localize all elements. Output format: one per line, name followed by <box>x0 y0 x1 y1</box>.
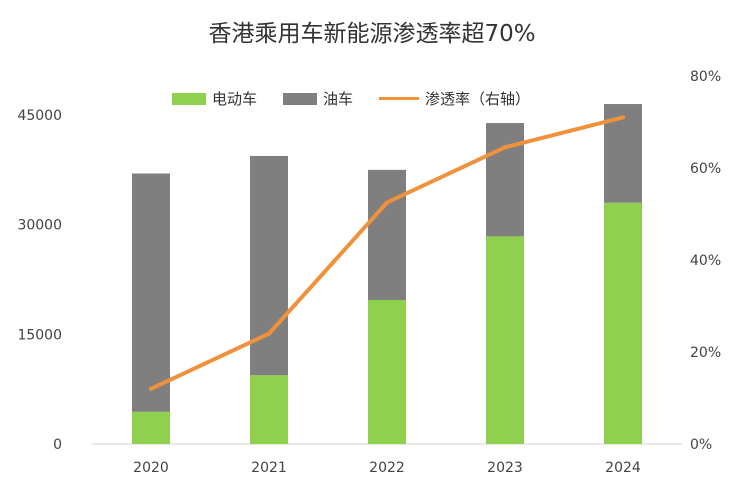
penetration-rate-point <box>267 331 271 336</box>
bar-ev-2024 <box>604 202 642 444</box>
x-axis-tick-label: 2020 <box>133 460 169 476</box>
bar-ev-2022 <box>368 299 406 444</box>
legend-label-ev: 电动车 <box>212 90 258 108</box>
bar-ice-2023 <box>486 123 524 237</box>
chart-title: 香港乘用车新能源渗透率超70% <box>208 21 536 47</box>
legend-item-ice: 油车 <box>283 88 353 109</box>
penetration-rate-point <box>621 115 625 120</box>
x-axis-tick-label: 2022 <box>369 460 405 476</box>
bar-ice-2021 <box>250 155 288 376</box>
right-axis-tick-label: 40% <box>690 253 721 269</box>
penetration-rate-point <box>503 145 507 150</box>
left-axis-tick-label: 15000 <box>17 327 62 343</box>
penetration-rate-point <box>385 200 389 205</box>
right-axis-tick-label: 20% <box>690 345 721 361</box>
right-axis-tick-label: 60% <box>690 161 721 177</box>
bar-ev-2023 <box>486 236 524 444</box>
bar-ice-2022 <box>368 169 406 300</box>
x-axis-tick-label: 2024 <box>605 460 641 476</box>
penetration-rate-point <box>149 386 153 391</box>
legend-swatch-ev <box>172 92 206 105</box>
legend: 电动车 油车 渗透率（右轴） <box>172 88 530 109</box>
right-axis-tick-label: 80% <box>690 69 721 85</box>
bar-ev-2020 <box>132 411 170 444</box>
x-axis-tick-label: 2023 <box>487 460 523 476</box>
bar-ice-2020 <box>132 173 170 412</box>
legend-swatch-rate <box>379 97 420 100</box>
x-axis-tick-label: 2021 <box>251 460 287 476</box>
left-axis-tick-label: 45000 <box>17 108 62 124</box>
legend-label-ice: 油车 <box>323 90 354 108</box>
legend-label-rate: 渗透率（右轴） <box>425 90 531 108</box>
left-axis-tick-label: 0 <box>53 437 62 453</box>
legend-item-rate: 渗透率（右轴） <box>379 88 530 109</box>
right-axis-tick-label: 0% <box>690 437 712 453</box>
left-axis-tick-label: 30000 <box>17 218 62 234</box>
legend-swatch-ice <box>283 92 318 105</box>
legend-item-ev: 电动车 <box>172 88 257 109</box>
bar-ev-2021 <box>250 375 288 444</box>
